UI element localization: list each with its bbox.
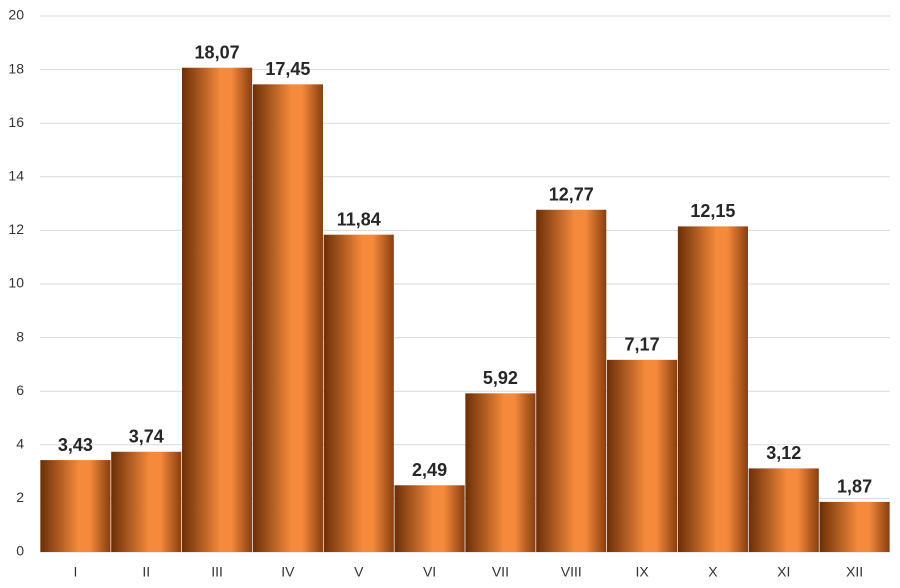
bar [536,209,607,552]
bar [40,460,111,552]
bar [819,501,890,552]
x-tick-label: X [708,564,718,580]
y-tick-label: 16 [8,114,24,130]
bar [323,234,394,553]
x-tick-label: III [211,564,223,580]
y-tick-label: 2 [16,489,24,505]
x-tick-label: VII [492,564,509,580]
x-tick-label: I [73,564,77,580]
x-tick-label: V [354,564,364,580]
bar [677,226,748,552]
bar [748,468,819,552]
y-tick-label: 20 [8,7,24,23]
y-tick-label: 4 [16,436,24,452]
bar [465,393,536,552]
bar [182,67,253,552]
value-label: 1,87 [837,477,872,497]
x-tick-label: VIII [561,564,582,580]
value-label: 3,74 [129,427,164,447]
y-tick-label: 0 [16,543,24,559]
y-tick-label: 12 [8,221,24,237]
value-label: 18,07 [195,42,240,62]
value-label: 7,17 [625,335,660,355]
y-tick-label: 18 [8,60,24,76]
value-label: 17,45 [265,59,310,79]
x-tick-label: XI [777,564,790,580]
x-tick-label: IX [635,564,649,580]
x-tick-label: IV [281,564,295,580]
bar [111,451,182,552]
value-label: 12,77 [549,185,594,205]
value-label: 5,92 [483,368,518,388]
bar [394,485,465,552]
value-label: 3,43 [58,435,93,455]
y-tick-label: 8 [16,328,24,344]
value-label: 3,12 [766,443,801,463]
bar [607,359,678,552]
x-tick-label: XII [846,564,863,580]
x-tick-label: VI [423,564,436,580]
y-tick-label: 14 [8,168,24,184]
bar [252,84,323,552]
y-tick-label: 6 [16,382,24,398]
value-label: 2,49 [412,460,447,480]
y-tick-label: 10 [8,275,24,291]
value-label: 11,84 [337,209,381,229]
value-label: 12,15 [690,201,735,221]
x-tick-label: II [142,564,150,580]
